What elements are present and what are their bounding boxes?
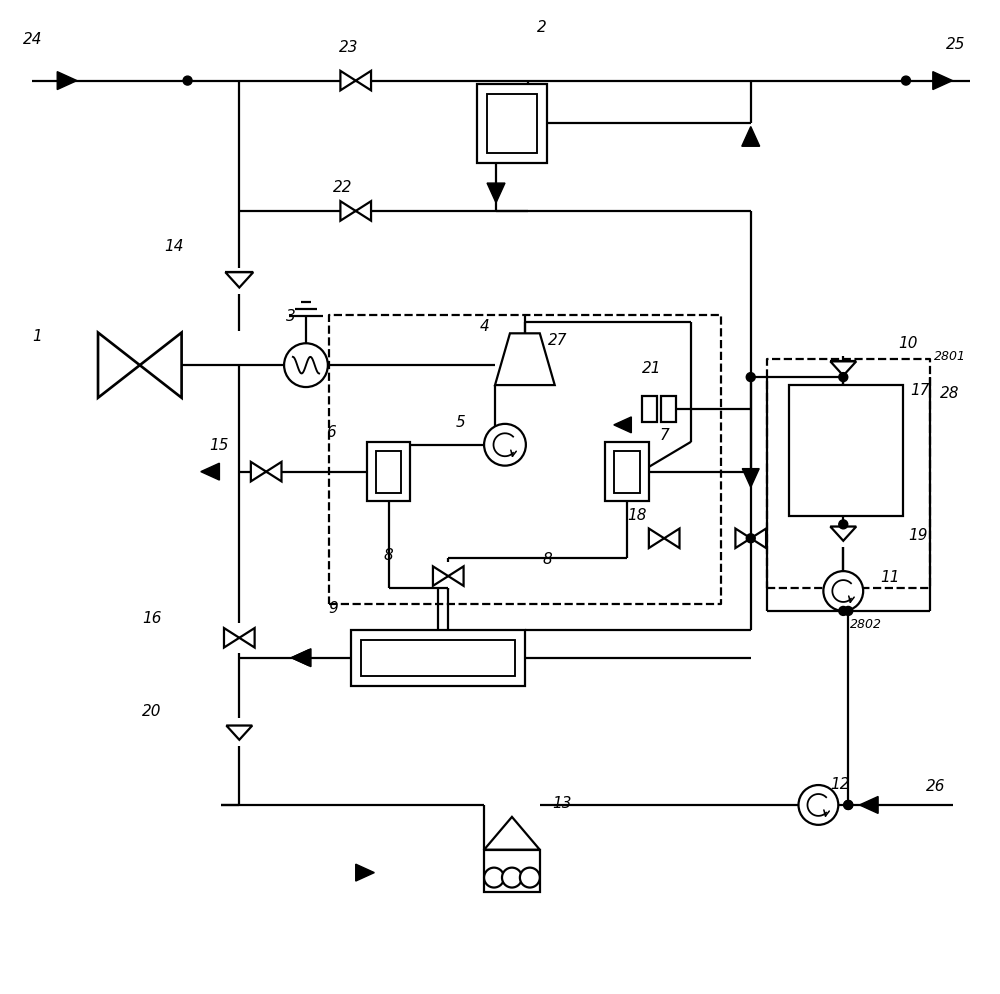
Bar	[361, 640, 515, 676]
Polygon shape	[98, 333, 140, 399]
Polygon shape	[830, 362, 856, 376]
Polygon shape	[57, 73, 77, 90]
Text: 5: 5	[455, 414, 465, 430]
Bar	[367, 442, 410, 502]
Text: 22: 22	[333, 179, 353, 195]
Polygon shape	[266, 462, 281, 482]
Circle shape	[839, 373, 848, 382]
Bar	[661, 397, 676, 422]
Circle shape	[839, 521, 848, 529]
Circle shape	[746, 373, 755, 382]
Text: 1: 1	[32, 328, 42, 344]
Polygon shape	[291, 649, 311, 667]
Text: 18: 18	[628, 507, 647, 523]
Text: 28: 28	[940, 385, 959, 401]
Text: 26: 26	[926, 777, 946, 793]
Polygon shape	[140, 333, 182, 399]
Polygon shape	[224, 628, 239, 648]
Text: 4: 4	[480, 318, 490, 334]
Text: 11: 11	[880, 569, 900, 584]
Text: 24: 24	[23, 32, 42, 48]
Polygon shape	[251, 462, 266, 482]
Text: 9: 9	[328, 600, 338, 616]
Text: 27: 27	[548, 332, 567, 348]
Polygon shape	[742, 469, 759, 488]
Polygon shape	[751, 529, 766, 549]
Text: 2802: 2802	[850, 617, 882, 631]
Text: 20: 20	[142, 703, 162, 719]
Polygon shape	[487, 184, 505, 204]
Bar	[605, 442, 649, 502]
Text: 7: 7	[659, 427, 669, 443]
Circle shape	[839, 606, 848, 616]
Text: 17: 17	[910, 382, 930, 398]
Polygon shape	[664, 529, 679, 549]
Polygon shape	[859, 797, 878, 813]
Text: 3: 3	[286, 308, 296, 324]
Polygon shape	[830, 527, 856, 541]
Polygon shape	[340, 72, 356, 91]
Polygon shape	[356, 202, 371, 222]
Circle shape	[901, 78, 910, 86]
Bar	[477, 84, 547, 164]
Text: 2: 2	[537, 20, 547, 36]
Polygon shape	[201, 463, 219, 480]
Polygon shape	[735, 529, 751, 549]
Text: 13: 13	[552, 795, 571, 811]
Bar	[642, 397, 657, 422]
Circle shape	[520, 868, 540, 888]
Bar	[614, 451, 640, 493]
Circle shape	[484, 424, 526, 466]
Polygon shape	[484, 817, 540, 850]
Polygon shape	[742, 127, 760, 147]
Polygon shape	[291, 650, 309, 666]
Polygon shape	[495, 334, 555, 386]
Polygon shape	[356, 864, 374, 881]
Circle shape	[502, 868, 522, 888]
Bar	[376, 451, 401, 493]
Circle shape	[284, 344, 328, 388]
Polygon shape	[340, 202, 356, 222]
Circle shape	[823, 572, 863, 611]
Polygon shape	[614, 417, 631, 433]
Bar	[484, 850, 540, 892]
Text: 19: 19	[908, 527, 928, 543]
Text: 12: 12	[831, 775, 850, 791]
Circle shape	[746, 535, 755, 543]
Text: 21: 21	[641, 360, 661, 376]
Polygon shape	[226, 726, 252, 740]
Polygon shape	[225, 273, 253, 288]
Text: 8: 8	[543, 551, 553, 567]
Text: 25: 25	[946, 37, 965, 53]
Circle shape	[798, 785, 838, 825]
Circle shape	[484, 868, 504, 888]
Circle shape	[844, 801, 853, 809]
Text: 14: 14	[164, 239, 183, 254]
Text: 23: 23	[339, 40, 359, 56]
Polygon shape	[649, 529, 664, 549]
Bar	[487, 94, 537, 154]
Circle shape	[183, 78, 192, 86]
Text: 8: 8	[384, 547, 393, 563]
Text: 6: 6	[326, 424, 336, 440]
Circle shape	[844, 801, 853, 809]
Polygon shape	[933, 73, 953, 90]
Polygon shape	[433, 567, 448, 586]
Polygon shape	[239, 628, 255, 648]
Bar	[789, 386, 903, 517]
Text: 16: 16	[142, 610, 162, 626]
Text: 2801: 2801	[934, 349, 966, 363]
Bar	[351, 630, 525, 686]
Text: 15: 15	[210, 437, 229, 453]
Circle shape	[844, 606, 853, 616]
Polygon shape	[356, 72, 371, 91]
Polygon shape	[448, 567, 464, 586]
Text: 10: 10	[898, 335, 918, 351]
